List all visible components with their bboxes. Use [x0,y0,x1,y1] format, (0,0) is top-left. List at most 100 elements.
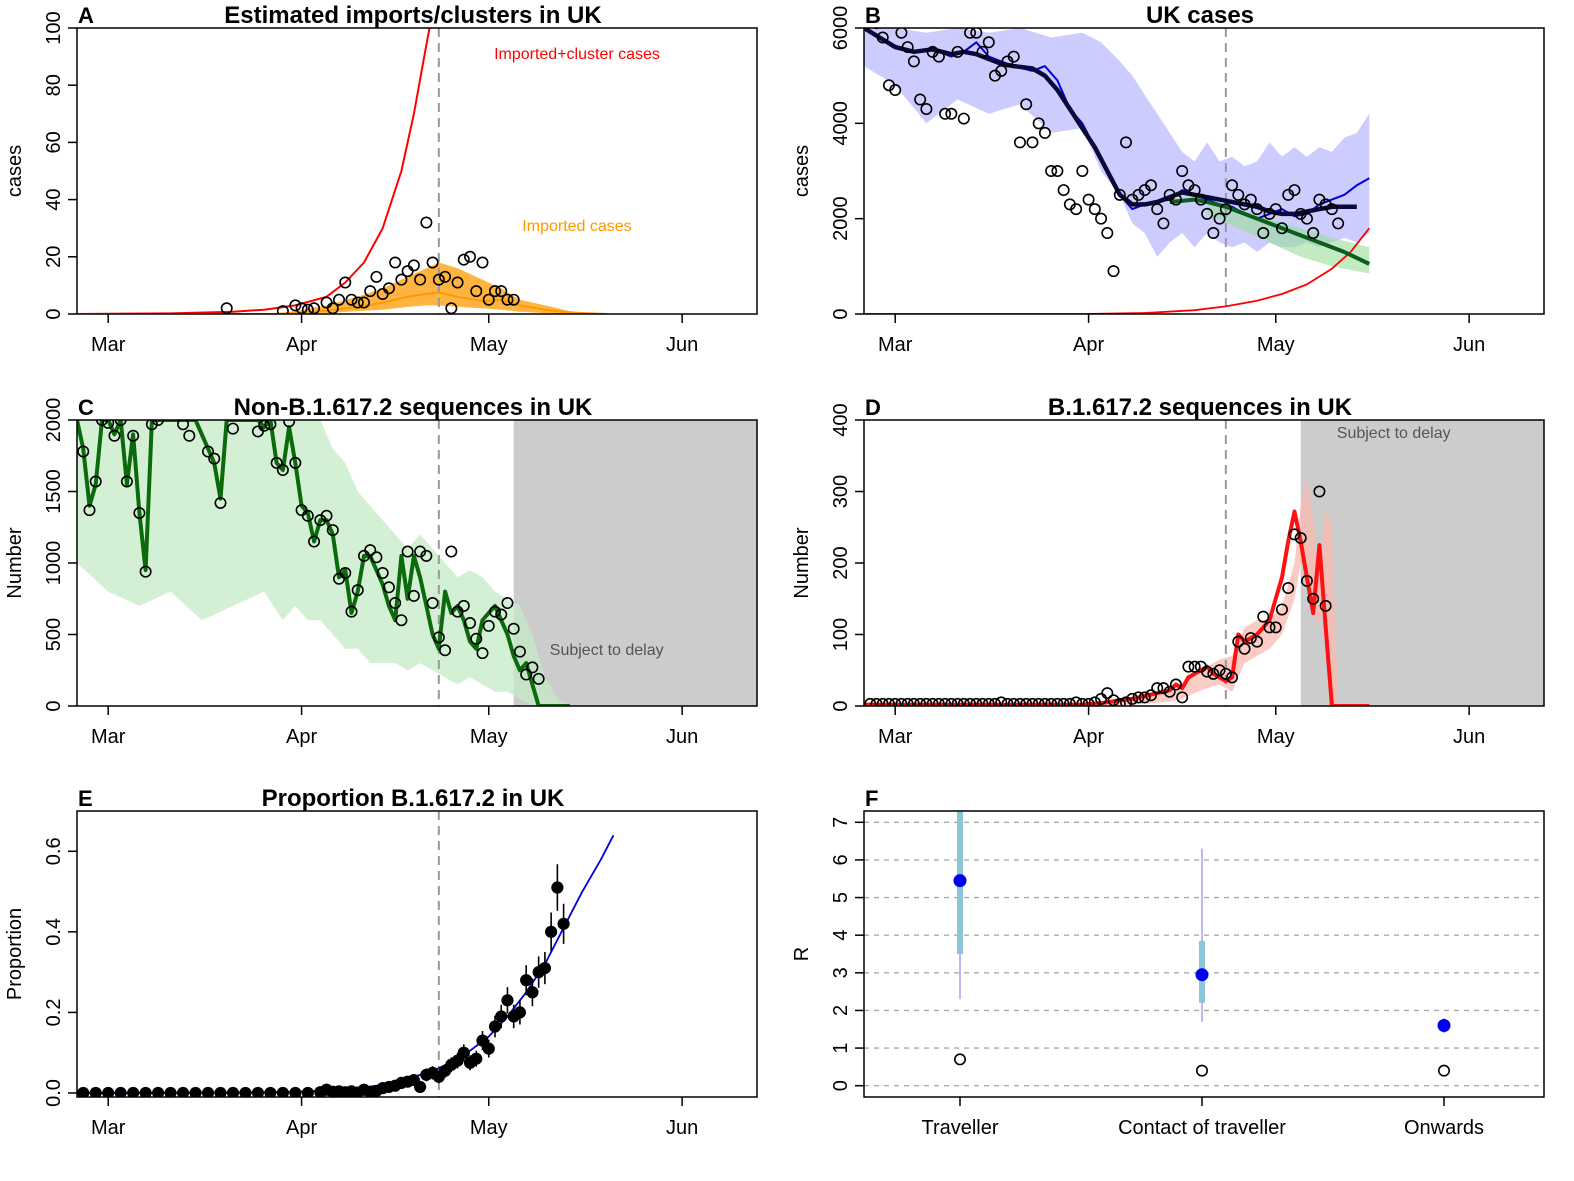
data-point [1282,582,1295,595]
plot-area [77,420,757,706]
data-point [401,265,414,278]
data-point [1182,660,1195,673]
data-point [401,545,414,558]
data-point [1207,226,1220,239]
data-point [152,1086,165,1097]
panel-d: Mar Apr May Jun 0 100 200 300 400 Number D B.1.617.… [791,394,1545,748]
open-point [1438,1064,1451,1077]
data-point [1275,222,1288,235]
data-point [939,107,952,120]
data-point [1307,226,1320,239]
panel-e: Mar Apr May Jun 0.0 0.2 0.4 0.6 Proportion E Propo… [4,785,758,1139]
y-tick-label: 0 [830,700,852,711]
data-point [351,296,364,309]
plot-frame [863,27,1545,315]
panel-letter: F [865,786,878,811]
line-fit [77,834,615,1094]
data-point [133,506,146,519]
x-tick-label: Mar [91,1117,126,1139]
data-point [482,293,495,306]
data-point [470,632,483,645]
annotation-subject-to-delay: Subject to delay [550,642,664,659]
y-tick-label: 4 [830,930,852,941]
data-point [226,1086,240,1097]
data-point [1007,50,1020,63]
panel-title: Proportion B.1.617.2 in UK [262,785,565,812]
data-point [1038,126,1051,139]
x-tick-label: Apr [286,1117,317,1139]
data-point [339,276,352,289]
data-point [920,103,933,116]
data-point [139,1086,152,1097]
data-point [976,45,989,58]
data-point [1076,165,1089,178]
data-point [545,925,558,938]
data-point [370,551,383,564]
data-point [957,112,970,125]
data-point [345,293,358,306]
data-point [495,608,508,621]
data-point [1244,193,1257,206]
band-band [77,420,570,706]
data-point [926,697,939,706]
data-point [1045,697,1058,706]
estimate-point [953,874,967,888]
plot-area [864,811,1544,1087]
data-point [432,631,445,644]
data-point [177,420,190,431]
x-tick-label: Jun [666,334,698,356]
data-point [1151,203,1164,216]
data-point [889,83,902,96]
data-point [432,273,445,286]
y-tick-label: 100 [43,11,65,44]
data-point [1070,696,1083,706]
data-point [901,697,914,706]
open-point [953,1053,966,1066]
data-point [1082,697,1095,706]
x-tick-label: Traveller [921,1117,998,1139]
open-point [1196,1064,1209,1077]
x-tick-label: Apr [286,726,317,748]
panel-letter: B [865,3,881,28]
annotation-imported-cluster: Imported+cluster cases [494,46,660,63]
data-point [89,475,102,488]
y-tick-label: 0 [43,700,65,711]
data-point [1026,697,1039,706]
panel-title: Non-B.1.617.2 sequences in UK [234,394,593,421]
data-point [951,697,964,706]
data-point [276,305,289,314]
data-point [870,697,883,706]
data-point [264,420,277,431]
data-point [1169,193,1182,206]
plot-area [864,28,1371,314]
data-point [1275,603,1288,616]
data-point [1213,664,1226,677]
x-tick-label: Contact of traveller [1118,1117,1286,1139]
data-point [102,420,115,429]
data-point [339,567,352,580]
data-point [270,456,283,469]
data-point [1307,592,1320,605]
data-point [102,1086,115,1097]
panel-letter: A [78,3,94,28]
data-point [457,253,470,266]
data-point [439,270,452,283]
data-point [407,589,420,602]
data-point [1226,179,1239,192]
y-tick-label: 1 [830,1043,852,1054]
data-point [914,697,927,706]
data-point [389,256,402,269]
data-point [1169,678,1182,691]
data-point [426,256,439,269]
data-point [1013,697,1026,706]
y-tick-label: 0 [830,1080,852,1091]
y-tick-label: 5 [830,892,852,903]
data-point [470,285,483,298]
data-point [214,1086,227,1097]
data-point [351,584,364,597]
data-point [407,259,420,272]
data-point [1082,193,1095,206]
data-point [501,293,514,306]
data-point [1332,217,1345,230]
data-point [488,1020,502,1033]
